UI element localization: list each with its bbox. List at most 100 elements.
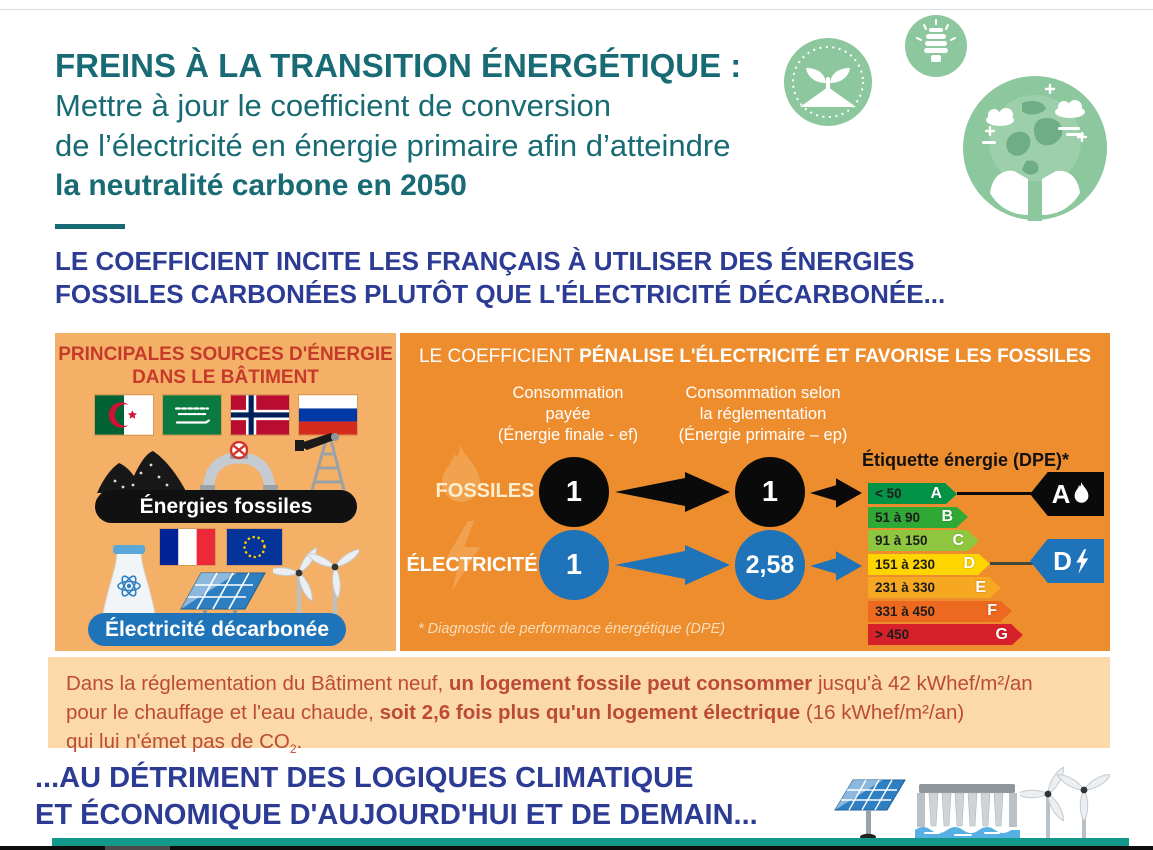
dpe-range-e: 231 à 330 — [875, 580, 936, 595]
dpe-range-b: 51 à 90 — [875, 509, 921, 525]
column-header-regulation-consumption: Consommation selon la réglementation (Én… — [648, 383, 878, 446]
hydro-dam-icon — [915, 784, 1020, 840]
decarbonized-electricity-label: Électricité décarbonée — [104, 617, 330, 641]
col1-line1: Consommation — [512, 384, 624, 402]
dpe-letter-b: B — [941, 508, 953, 525]
dpe-tip-e — [990, 577, 1001, 598]
left-panel-title-line2: DANS LE BÂTIMENT — [132, 367, 319, 388]
dpe-row-e: 231 à 330 E — [868, 577, 1001, 598]
outro-line2: ET ÉCONOMIQUE D'AUJOURD'HUI ET DE DEMAIN… — [35, 799, 758, 831]
flame-watermark-icon — [442, 445, 480, 503]
right-panel-title-prefix: LE COEFFICIENT — [418, 346, 580, 367]
dpe-row-g: > 450 G — [868, 624, 1023, 645]
fossiles-ep-number: 1 — [761, 475, 779, 508]
earth-in-hands-icon — [963, 76, 1107, 221]
title-underline-dash — [55, 224, 125, 229]
badge-d-letter: D — [1053, 545, 1072, 576]
right-panel-title-bold: PÉNALISE L'ÉLECTRICITÉ — [579, 346, 821, 367]
energy-sources-panel: PRINCIPALES SOURCES D'ÉNERGIE DANS LE BÂ… — [55, 333, 396, 651]
dpe-letter-e: E — [975, 578, 986, 596]
dpe-row-a: < 50 A — [868, 483, 957, 504]
footer-gray-segment — [105, 846, 170, 850]
dpe-badge-d-electric: D — [1030, 539, 1104, 583]
fossiles-arrow-icon — [615, 472, 730, 512]
dpe-row-c: 91 à 150 C — [868, 530, 979, 551]
dpe-letter-a: A — [930, 484, 942, 502]
dpe-row-b: 51 à 90 B — [868, 506, 968, 528]
cfl-bulb-icon — [905, 15, 967, 77]
flag-russia-icon — [299, 395, 357, 435]
electricite-ep-number: 2,58 — [745, 550, 795, 579]
dpe-letter-g: G — [995, 625, 1008, 643]
outro-line1: ...AU DÉTRIMENT DES LOGIQUES CLIMATIQUE — [35, 762, 694, 794]
col2-line2: la réglementation — [699, 405, 827, 423]
dpe-range-d: 151 à 230 — [875, 556, 936, 572]
footer-teal-bar — [52, 838, 1129, 846]
dpe-tip-b — [957, 507, 968, 527]
page-title-line4: la neutralité carbone en 2050 — [55, 169, 467, 202]
left-panel-title-line1: PRINCIPALES SOURCES D'ÉNERGIE — [58, 344, 393, 365]
page-title-line3: de l’électricité en énergie primaire afi… — [55, 128, 731, 163]
solar-panel-icon — [180, 572, 266, 616]
dpe-footnote: * Diagnostic de performance énergétique … — [418, 621, 726, 637]
dpe-title: Étiquette énergie (DPE)* — [862, 450, 1070, 470]
outro-statement: ...AU DÉTRIMENT DES LOGIQUES CLIMATIQUE … — [35, 760, 758, 834]
footer-black-bar — [0, 846, 1153, 850]
pipeline-icon — [200, 441, 278, 495]
dpe-range-g: > 450 — [875, 627, 910, 642]
lightning-watermark-icon — [446, 521, 480, 591]
connector-line-a — [957, 492, 1033, 495]
dpe-tip-g — [1012, 624, 1023, 645]
dpe-letter-f: F — [987, 602, 997, 619]
flag-france-icon — [160, 529, 215, 565]
electricite-row-label: ÉLECTRICITÉ — [406, 554, 538, 576]
fossil-energies-label: Énergies fossiles — [139, 494, 313, 518]
flag-algeria-icon — [95, 395, 153, 435]
col2-line3: (Énergie primaire – ep) — [678, 426, 848, 444]
decarbonized-electricity-pill: Électricité décarbonée — [88, 613, 346, 646]
electricite-ef-value: 1 — [539, 530, 609, 600]
regulation-callout: Dans la réglementation du Bâtiment neuf,… — [48, 657, 1110, 756]
col2-line1: Consommation selon — [685, 384, 841, 402]
fossiles-ep-value: 1 — [735, 457, 805, 527]
badge-a-letter: A — [1051, 478, 1071, 509]
oil-derrick-icon — [295, 433, 347, 495]
flag-saudi-arabia-icon — [163, 395, 221, 435]
dpe-tip-d — [979, 554, 990, 574]
dpe-letter-d: D — [963, 555, 975, 572]
flame-icon — [1074, 482, 1089, 503]
right-panel-title-suffix: ET FAVORISE LES FOSSILES — [820, 346, 1092, 367]
lightning-icon — [1076, 548, 1089, 574]
col1-line2: payée — [545, 405, 591, 423]
fossiles-row-label: FOSSILES — [435, 480, 535, 502]
fossiles-small-arrow-icon — [810, 478, 862, 508]
intro-statement: LE COEFFICIENT INCITE LES FRANÇAIS À UTI… — [55, 245, 945, 311]
col1-line3: (Énergie finale - ef) — [497, 426, 639, 444]
dpe-letter-c: C — [952, 531, 964, 549]
coal-icon — [97, 451, 187, 493]
page-title-line2: Mettre à jour le coefficient de conversi… — [55, 88, 612, 123]
flag-norway-icon — [231, 395, 289, 435]
nuclear-plant-icon — [102, 545, 156, 615]
dpe-row-f: 331 à 450 F — [868, 600, 1012, 622]
flag-european-union-icon — [227, 529, 282, 565]
dpe-badge-a-gas: A — [1030, 472, 1104, 516]
intro-line1: LE COEFFICIENT INCITE LES FRANÇAIS À UTI… — [55, 246, 915, 276]
connector-line-d — [990, 562, 1033, 565]
electricite-ep-value: 2,58 — [735, 530, 805, 600]
fossil-energies-pill: Énergies fossiles — [95, 490, 357, 523]
dpe-range-c: 91 à 150 — [875, 533, 928, 548]
dpe-tip-f — [1001, 601, 1012, 621]
fossiles-ef-value: 1 — [539, 457, 609, 527]
dpe-tip-a — [946, 483, 957, 504]
electricite-ef-number: 1 — [565, 548, 583, 581]
header: FREINS À LA TRANSITION ÉNERGÉTIQUE : Met… — [55, 46, 741, 206]
right-panel-title: LE COEFFICIENT PÉNALISE L'ÉLECTRICITÉ ET… — [400, 346, 1110, 368]
dpe-tip-c — [968, 530, 979, 551]
wind-turbines-bottom-icon — [1020, 766, 1110, 840]
column-header-paid-consumption: Consommation payée (Énergie finale - ef) — [468, 383, 668, 446]
solar-panel-bottom-icon — [834, 779, 906, 841]
coefficient-panel: LE COEFFICIENT PÉNALISE L'ÉLECTRICITÉ ET… — [400, 333, 1110, 651]
left-panel-title: PRINCIPALES SOURCES D'ÉNERGIE DANS LE BÂ… — [55, 343, 396, 389]
